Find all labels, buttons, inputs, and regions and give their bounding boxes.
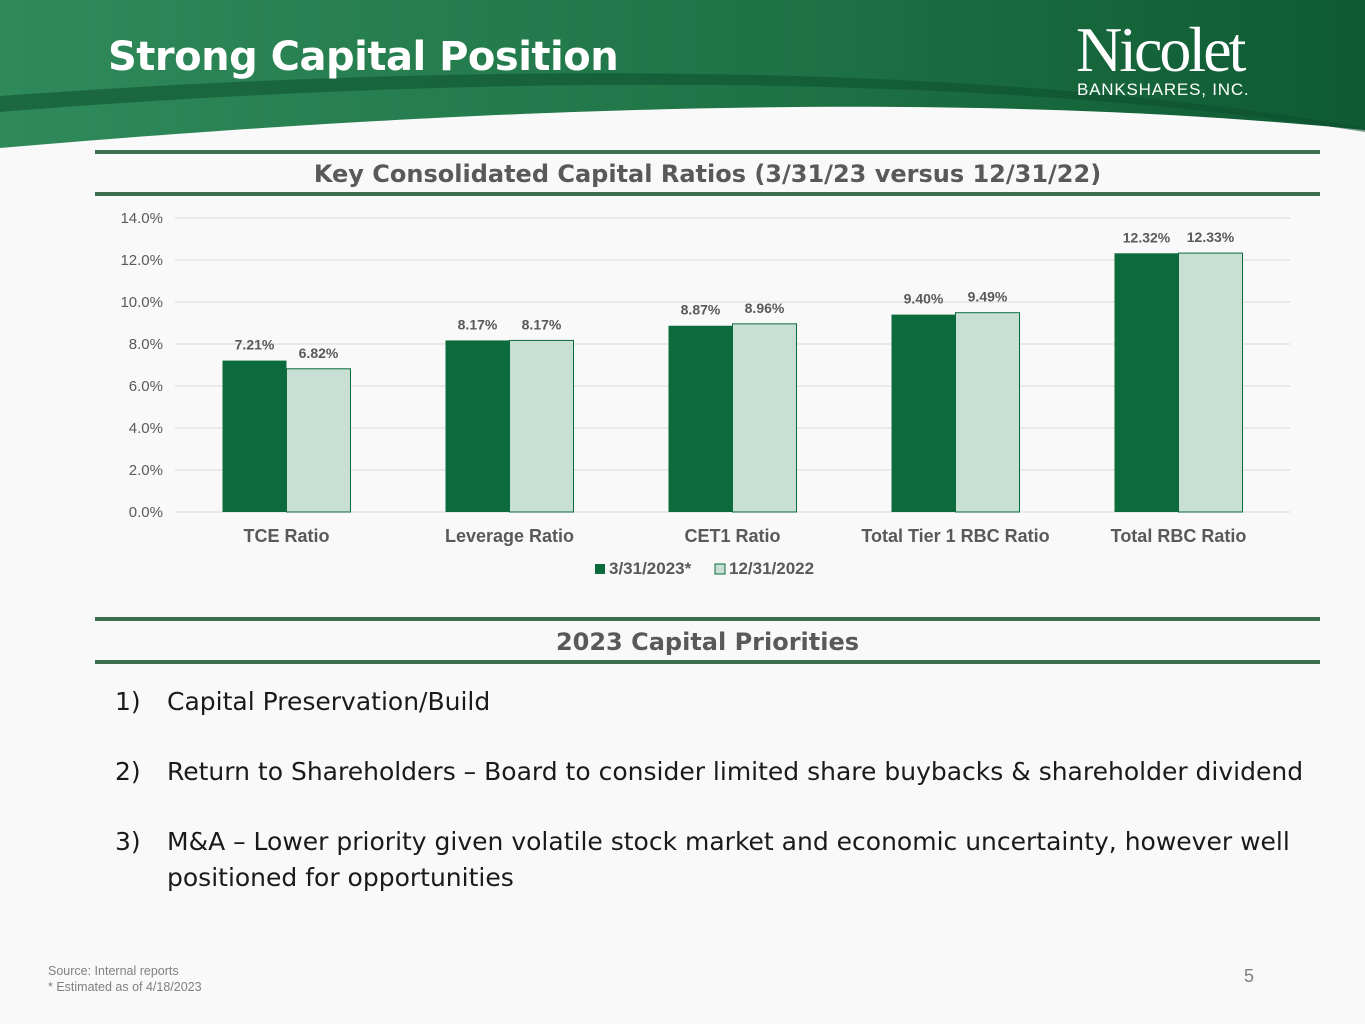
data-label: 8.17% <box>458 316 498 332</box>
estimate-footnote: * Estimated as of 4/18/2023 <box>48 980 202 994</box>
priority-item: 2) Return to Shareholders – Board to con… <box>115 754 1315 790</box>
bar <box>891 314 956 512</box>
y-tick-label: 6.0% <box>129 378 163 395</box>
data-label: 8.96% <box>745 300 785 316</box>
priority-number: 1) <box>115 687 141 716</box>
x-category-label: CET1 Ratio <box>684 526 780 546</box>
priorities-section-heading: 2023 Capital Priorities <box>555 628 860 656</box>
logo-wordmark: Nicolet <box>1076 14 1246 85</box>
source-note: Source: Internal reports * Estimated as … <box>48 963 202 995</box>
priorities-list: 1) Capital Preservation/Build 2) Return … <box>115 684 1315 930</box>
x-category-label: Leverage Ratio <box>445 526 574 546</box>
priority-number: 3) <box>115 827 141 856</box>
priorities-top-rule <box>95 617 1320 621</box>
y-tick-label: 4.0% <box>129 420 163 437</box>
x-category-label: Total Tier 1 RBC Ratio <box>861 526 1049 546</box>
priority-item: 3) M&A – Lower priority given volatile s… <box>115 824 1315 896</box>
source-text: Source: Internal reports <box>48 964 179 978</box>
y-tick-label: 2.0% <box>129 462 163 479</box>
data-label: 6.82% <box>299 345 339 361</box>
y-tick-label: 8.0% <box>129 336 163 353</box>
bar <box>955 312 1020 513</box>
bar <box>445 340 510 512</box>
bar <box>668 325 733 512</box>
data-label: 12.33% <box>1187 229 1235 245</box>
chart-section-heading: Key Consolidated Capital Ratios (3/31/23… <box>313 160 1102 188</box>
company-logo: Nicolet BANKSHARES, INC. <box>1072 14 1282 104</box>
y-tick-label: 0.0% <box>129 504 163 521</box>
priorities-heading-rule <box>95 660 1320 664</box>
data-label: 9.49% <box>968 289 1008 305</box>
bar <box>222 360 287 512</box>
x-category-label: TCE Ratio <box>243 526 329 546</box>
capital-ratios-bar-chart: 0.0% 2.0% 4.0% 6.0% 8.0% 10.0% 12.0% 14.0% 7.21%… <box>120 210 1290 578</box>
y-tick-label: 12.0% <box>120 252 163 269</box>
bar <box>509 339 574 513</box>
legend-swatch <box>595 564 605 574</box>
priority-text: M&A – Lower priority given volatile stoc… <box>167 827 1290 892</box>
y-tick-label: 14.0% <box>120 210 163 227</box>
logo-subtitle: BANKSHARES, INC. <box>1077 80 1250 99</box>
page-number: 5 <box>1244 966 1255 986</box>
bar <box>732 323 797 513</box>
legend-label: 3/31/2023* <box>609 559 692 578</box>
chart-top-rule <box>95 150 1320 154</box>
bar <box>1114 253 1179 512</box>
priority-text: Return to Shareholders – Board to consid… <box>167 757 1304 786</box>
data-label: 7.21% <box>235 337 275 353</box>
bar <box>1178 252 1243 513</box>
chart-heading-rule <box>95 192 1320 196</box>
data-label: 12.32% <box>1123 229 1171 245</box>
y-tick-label: 10.0% <box>120 294 163 311</box>
data-label: 9.40% <box>904 291 944 307</box>
legend-swatch <box>714 563 726 575</box>
priority-number: 2) <box>115 757 141 786</box>
priority-item: 1) Capital Preservation/Build <box>115 684 1315 720</box>
header-banner <box>0 0 1365 148</box>
priority-text: Capital Preservation/Build <box>167 687 491 716</box>
bar <box>286 368 351 513</box>
x-category-label: Total RBC Ratio <box>1111 526 1247 546</box>
legend-label: 12/31/2022 <box>729 559 814 578</box>
slide-title: Strong Capital Position <box>108 34 619 80</box>
data-label: 8.87% <box>681 302 721 318</box>
data-label: 8.17% <box>522 316 562 332</box>
